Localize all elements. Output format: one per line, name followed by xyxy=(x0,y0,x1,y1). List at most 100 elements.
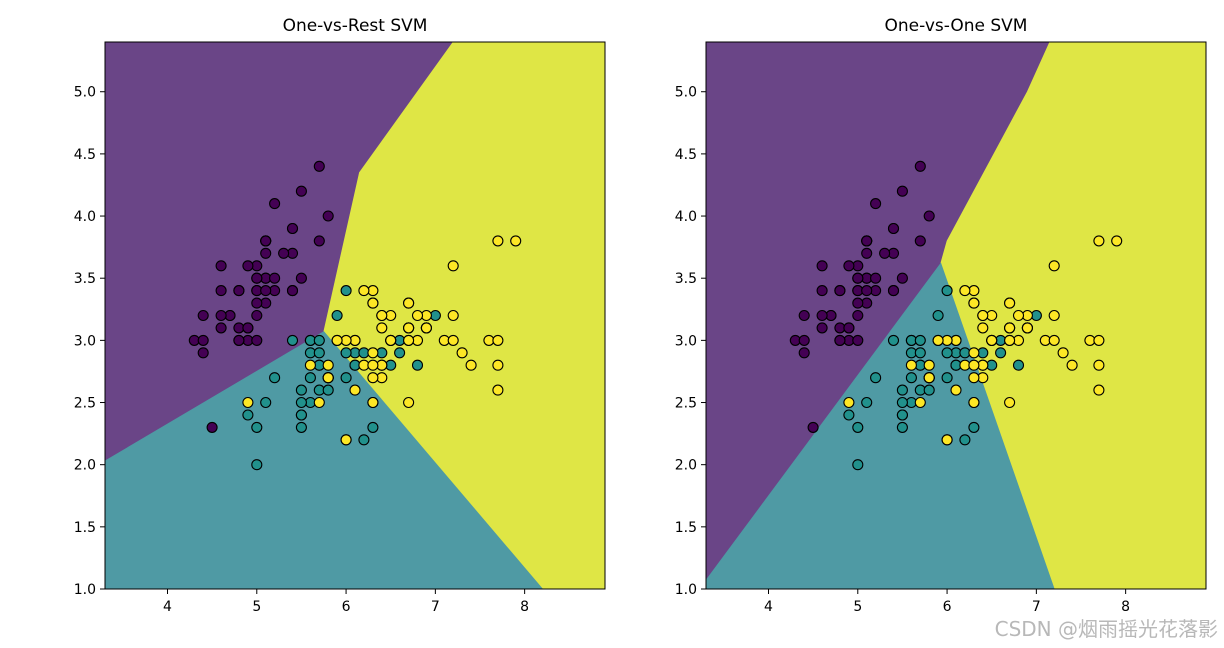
ovr-point-virginica xyxy=(492,235,504,247)
ovr-point-setosa xyxy=(322,210,334,222)
ovr-y-tick-label: 4.5 xyxy=(74,147,96,163)
ovo-point-virginica xyxy=(950,384,962,396)
ovo-point-virginica xyxy=(986,334,998,346)
ovo-point-setosa xyxy=(834,285,846,297)
ovo-point-setosa xyxy=(798,334,810,346)
ovr-point-virginica xyxy=(492,359,504,371)
ovr-point-virginica xyxy=(322,372,334,384)
ovr-point-virginica xyxy=(376,309,388,322)
ovr-point-versicolor xyxy=(313,347,325,359)
ovr-point-setosa xyxy=(197,309,209,322)
ovo-point-virginica xyxy=(1048,334,1060,346)
ovo-point-setosa xyxy=(843,260,855,272)
ovo-y-tick-label: 4.0 xyxy=(675,209,697,225)
ovo-point-setosa xyxy=(807,421,819,433)
ovr-point-versicolor xyxy=(340,285,352,297)
ovr-point-setosa xyxy=(251,297,263,309)
ovr-point-setosa xyxy=(295,185,307,197)
ovr-point-virginica xyxy=(403,334,415,346)
ovo-point-setosa xyxy=(852,297,864,309)
ovr-point-versicolor xyxy=(340,372,352,384)
ovo-point-versicolor xyxy=(861,396,873,409)
ovo-point-setosa xyxy=(816,309,828,322)
ovo-point-virginica xyxy=(1004,297,1016,309)
ovo-point-setosa xyxy=(887,222,900,235)
ovr-point-virginica xyxy=(420,322,432,334)
ovr-x-tick-label: 6 xyxy=(342,599,351,615)
ovo-point-virginica xyxy=(941,434,953,446)
ovo-point-virginica xyxy=(1057,347,1069,359)
ovr-x-tick-label: 4 xyxy=(163,599,172,615)
ovo-point-versicolor xyxy=(843,409,855,421)
ovr-point-versicolor xyxy=(295,396,307,409)
ovr-point-setosa xyxy=(269,198,281,210)
ovo-point-versicolor xyxy=(923,384,935,396)
ovo-point-virginica xyxy=(932,334,944,346)
ovr-x-ticks: 4 5 6 7 8 xyxy=(163,589,529,615)
ovr-point-versicolor xyxy=(251,421,263,433)
ovr-point-virginica xyxy=(367,347,379,359)
ovr-point-virginica xyxy=(447,334,459,346)
ovr-point-versicolor xyxy=(322,384,334,396)
ovr-point-setosa xyxy=(313,160,325,172)
ovr-point-virginica xyxy=(510,235,522,247)
ovo-point-virginica xyxy=(959,285,971,297)
ovo-point-setosa xyxy=(914,160,926,172)
ovo-x-ticks: 4 5 6 7 8 xyxy=(764,589,1130,615)
ovr-point-virginica xyxy=(304,359,316,371)
ovr-point-setosa xyxy=(233,334,245,346)
ovr-point-versicolor xyxy=(286,334,299,346)
ovr-point-setosa xyxy=(206,421,218,433)
ovo-title: One-vs-One SVM xyxy=(885,16,1028,36)
ovr-point-setosa xyxy=(260,235,272,247)
ovo-point-setosa xyxy=(798,309,810,322)
ovo-point-virginica xyxy=(1093,235,1105,247)
ovr-point-versicolor xyxy=(304,372,316,384)
ovr-y-tick-label: 3.0 xyxy=(74,333,96,349)
ovr-point-virginica xyxy=(456,347,468,359)
ovr-point-virginica xyxy=(385,334,397,346)
ovo-point-virginica xyxy=(1066,359,1078,371)
ovr-point-setosa xyxy=(269,272,281,284)
ovo-point-virginica xyxy=(1048,260,1060,272)
ovo-x-tick-label: 5 xyxy=(853,599,862,615)
ovo-point-virginica xyxy=(914,396,926,409)
ovo-y-tick-label: 5.0 xyxy=(675,85,697,101)
ovr-point-virginica xyxy=(403,396,415,409)
ovr-point-virginica xyxy=(349,384,361,396)
ovo-y-tick-label: 2.5 xyxy=(675,396,697,412)
ovo-point-setosa xyxy=(870,272,882,284)
ovo-point-setosa xyxy=(896,185,908,197)
ovo-y-tick-label: 4.5 xyxy=(675,147,697,163)
ovr-point-versicolor xyxy=(260,396,272,409)
ovr-point-virginica xyxy=(403,297,415,309)
ovo-y-ticks: 1.0 1.5 2.0 2.5 3.0 3.5 4.0 4.5 5.0 xyxy=(675,85,706,598)
ovr-point-setosa xyxy=(215,322,227,334)
ovr-point-versicolor xyxy=(331,309,343,322)
ovo-point-setosa xyxy=(879,247,891,259)
ovo-point-setosa xyxy=(861,235,873,247)
ovo-axes-frame xyxy=(705,41,1207,590)
ovr-subplot: One-vs-Rest SVM 4 5 6 7 8 1.0 1.5 2.0 2.5 3.0 3.5… xyxy=(74,16,606,615)
ovo-point-setosa xyxy=(896,272,908,284)
ovo-point-virginica xyxy=(1004,322,1016,334)
ovo-point-virginica xyxy=(1111,235,1123,247)
ovo-point-virginica xyxy=(968,396,980,409)
ovo-point-versicolor xyxy=(959,434,971,446)
ovo-point-virginica xyxy=(1004,334,1016,346)
ovo-point-virginica xyxy=(968,297,980,309)
ovr-point-virginica xyxy=(242,396,254,409)
ovo-point-versicolor xyxy=(914,347,926,359)
ovr-x-tick-label: 7 xyxy=(431,599,440,615)
ovo-point-setosa xyxy=(798,347,810,359)
ovo-point-versicolor xyxy=(896,409,908,421)
ovr-point-virginica xyxy=(367,359,379,371)
ovo-point-versicolor xyxy=(968,421,980,433)
ovr-point-setosa xyxy=(215,260,227,272)
ovo-y-tick-label: 3.0 xyxy=(675,333,697,349)
ovr-point-setosa xyxy=(313,235,325,247)
ovr-point-setosa xyxy=(251,334,263,346)
ovo-point-virginica xyxy=(1093,384,1105,396)
ovr-y-tick-label: 1.0 xyxy=(74,582,96,598)
